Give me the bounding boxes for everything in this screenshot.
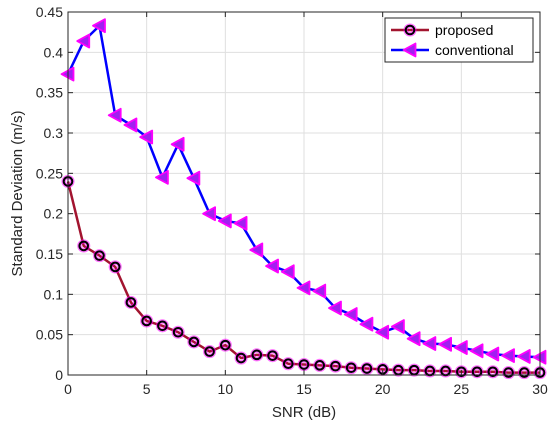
- point-proposed-1: [78, 240, 90, 252]
- series-layer: [60, 18, 547, 380]
- series-conventional: [60, 18, 547, 365]
- point-conventional-15: [296, 280, 311, 296]
- point-proposed-14: [282, 358, 294, 370]
- point-conventional-5: [139, 129, 154, 145]
- point-proposed-16: [314, 360, 326, 371]
- legend-label-proposed: proposed: [435, 22, 493, 38]
- legend-marker-shape-conventional: [402, 42, 417, 58]
- point-conventional-14: [280, 264, 295, 280]
- point-proposed-11: [235, 352, 247, 364]
- point-conventional-10: [217, 213, 232, 229]
- legend: proposed conventional: [384, 17, 534, 63]
- y-tick-label-6: 0.3: [44, 125, 64, 141]
- x-tick-label-0: 0: [64, 381, 72, 397]
- point-proposed-22: [408, 364, 420, 376]
- point-conventional-27: [485, 346, 500, 362]
- x-tick-label-5: 25: [454, 381, 470, 397]
- x-tick-label-1: 5: [143, 381, 151, 397]
- point-conventional-18: [343, 307, 358, 322]
- grid: [68, 12, 540, 375]
- point-proposed-21: [393, 364, 404, 376]
- x-tick-label-2: 10: [218, 381, 234, 397]
- y-tick-label-4: 0.2: [44, 206, 64, 222]
- point-proposed-7: [172, 326, 184, 338]
- y-tick-label-5: 0.25: [36, 165, 63, 181]
- point-proposed-18: [345, 362, 357, 374]
- y-tick-label-0: 0: [55, 367, 63, 383]
- point-proposed-13: [267, 350, 278, 361]
- axis-ticks: 0 5 10 15 20 25 30 0 0.05 0.1 0.15 0.2 0.25 0.3 0.35 0.…: [36, 4, 548, 397]
- x-tick-label-3: 15: [296, 381, 312, 397]
- point-conventional-24: [438, 336, 453, 352]
- point-conventional-20: [375, 324, 390, 340]
- point-proposed-19: [361, 363, 373, 374]
- point-conventional-9: [202, 206, 217, 222]
- y-tick-label-7: 0.35: [36, 85, 63, 101]
- point-proposed-17: [330, 360, 341, 372]
- point-proposed-3: [109, 261, 121, 273]
- point-conventional-4: [123, 117, 138, 133]
- point-proposed-6: [157, 320, 168, 332]
- point-conventional-1: [76, 33, 91, 49]
- x-tick-label-6: 30: [532, 381, 548, 397]
- point-conventional-28: [501, 348, 515, 364]
- y-tick-label-9: 0.45: [36, 4, 63, 20]
- y-tick-label-2: 0.1: [44, 286, 64, 302]
- point-proposed-12: [251, 349, 263, 361]
- point-proposed-8: [188, 336, 200, 348]
- point-conventional-19: [359, 316, 374, 332]
- legend-marker-proposed: [403, 23, 417, 37]
- x-tick-label-4: 20: [375, 381, 391, 397]
- point-conventional-21: [390, 319, 405, 335]
- point-conventional-6: [154, 169, 169, 185]
- point-proposed-9: [204, 346, 215, 357]
- point-conventional-7: [170, 136, 185, 152]
- y-tick-label-3: 0.15: [36, 246, 63, 262]
- point-proposed-27: [487, 366, 499, 378]
- legend-entry-conventional: conventional: [391, 42, 514, 58]
- point-conventional-2: [92, 18, 106, 34]
- point-conventional-22: [406, 331, 421, 347]
- x-axis-label: SNR (dB): [272, 404, 336, 421]
- y-tick-label-8: 0.4: [44, 44, 64, 60]
- point-proposed-2: [94, 250, 105, 261]
- legend-entry-proposed: proposed: [391, 22, 493, 38]
- point-proposed-4: [125, 297, 137, 308]
- point-proposed-5: [141, 315, 152, 327]
- point-proposed-25: [456, 366, 467, 378]
- point-conventional-8: [186, 170, 201, 186]
- point-conventional-3: [107, 107, 122, 123]
- point-conventional-17: [328, 300, 342, 316]
- point-proposed-26: [471, 366, 483, 378]
- legend-marker-shape-proposed: [404, 24, 416, 36]
- y-axis-label: Standard Deviation (m/s): [9, 111, 26, 277]
- legend-marker-conventional: [402, 42, 417, 58]
- point-conventional-29: [516, 349, 531, 364]
- point-proposed-28: [503, 367, 514, 378]
- point-conventional-26: [469, 343, 484, 359]
- point-conventional-23: [422, 336, 437, 351]
- point-conventional-16: [312, 283, 327, 299]
- y-tick-label-1: 0.05: [36, 327, 63, 343]
- point-conventional-11: [233, 215, 248, 231]
- point-proposed-29: [518, 367, 530, 378]
- point-conventional-13: [265, 258, 279, 274]
- point-proposed-15: [298, 359, 310, 370]
- point-proposed-10: [220, 339, 231, 351]
- point-conventional-25: [453, 340, 468, 355]
- legend-label-conventional: conventional: [435, 42, 514, 58]
- point-conventional-12: [249, 242, 264, 258]
